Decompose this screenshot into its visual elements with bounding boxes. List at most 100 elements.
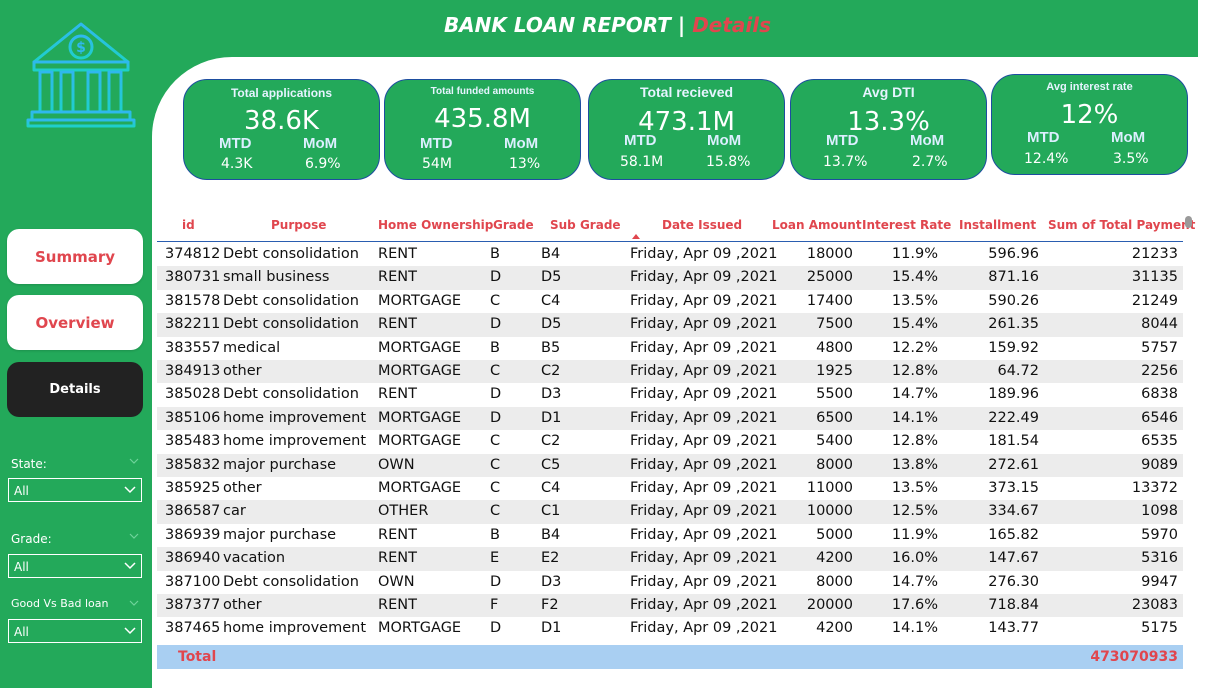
overview-button[interactable]: Overview <box>7 295 143 350</box>
cell-interest-rate: 16.0% <box>891 550 938 567</box>
cell-id: 385028 <box>165 386 221 403</box>
cell-installment: 276.30 <box>988 573 1039 590</box>
kpi-card-total-funded: Total funded amounts 435.8M MTD MoM 54M … <box>384 79 581 180</box>
cell-interest-rate: 14.7% <box>891 386 938 403</box>
table-row[interactable]: 381578 Debt consolidation MORTGAGE C C4 Frida… <box>157 290 1183 313</box>
cell-date-issued: Friday, Apr 09 ,2021 <box>630 363 778 379</box>
cell-sub-grade: D1 <box>541 409 562 426</box>
cell-loan-amount: 4200 <box>816 620 853 637</box>
cell-total-payment: 21233 <box>1131 246 1178 262</box>
cell-interest-rate: 12.2% <box>891 339 938 356</box>
bank-icon: $ <box>26 22 136 128</box>
table-row[interactable]: 384913 other MORTGAGE C C2 Friday, Apr 09 ,20… <box>157 360 1183 384</box>
good-bad-filter-label: Good Vs Bad loan <box>11 597 109 610</box>
table-row[interactable]: 387100 Debt consolidation OWN D D3 Friday, Ap… <box>157 571 1183 594</box>
cell-installment: 871.16 <box>988 269 1039 286</box>
state-dropdown-value: All <box>14 484 29 498</box>
cell-purpose: home improvement <box>223 433 367 450</box>
column-header-date-issued[interactable]: Date Issued <box>662 218 743 232</box>
column-header-purpose[interactable]: Purpose <box>271 218 327 232</box>
kpi-mom-value: 2.7% <box>912 154 948 170</box>
cell-interest-rate: 15.4% <box>891 269 938 286</box>
table-row[interactable]: 374812 Debt consolidation RENT B B4 Friday, A… <box>157 243 1183 266</box>
cell-total-payment: 9947 <box>1141 573 1178 590</box>
column-header-interest-rate[interactable]: Interest Rate <box>862 218 952 232</box>
cell-id: 386940 <box>165 550 221 567</box>
sort-ascending-icon[interactable] <box>632 234 640 239</box>
cell-installment: 147.67 <box>988 550 1039 567</box>
grade-filter-label: Grade: <box>11 532 52 546</box>
cell-home-ownership: RENT <box>378 246 417 262</box>
cell-loan-amount: 25000 <box>806 269 853 286</box>
cell-loan-amount: 4800 <box>816 339 853 356</box>
cell-id: 387377 <box>165 597 221 613</box>
column-header-home-ownership[interactable]: Home Ownership <box>378 218 494 232</box>
chevron-down-icon <box>124 562 136 570</box>
column-header-sub-grade[interactable]: Sub Grade <box>550 218 621 232</box>
column-header-installment[interactable]: Installment <box>959 218 1037 232</box>
cell-sub-grade: C4 <box>541 292 561 309</box>
table-row[interactable]: 385925 other MORTGAGE C C4 Friday, Apr 09 ,20… <box>157 477 1183 500</box>
grade-dropdown[interactable]: All <box>8 554 142 578</box>
chevron-down-icon[interactable] <box>129 531 139 541</box>
table-row[interactable]: 385483 home improvement MORTGAGE C C2 Friday,… <box>157 430 1183 453</box>
table-row[interactable]: 380731 small business RENT D D5 Friday, Apr 0… <box>157 266 1183 290</box>
cell-loan-amount: 10000 <box>806 503 853 520</box>
kpi-mtd-label: MTD <box>219 135 252 152</box>
cell-grade: D <box>490 409 502 426</box>
cell-interest-rate: 14.1% <box>891 409 938 426</box>
table-row[interactable]: 386939 major purchase RENT B B4 Friday, Apr 0… <box>157 524 1183 547</box>
kpi-title: Total recieved <box>639 84 734 100</box>
cell-grade: B <box>490 339 500 356</box>
cell-sub-grade: B4 <box>541 246 561 262</box>
cell-sub-grade: F2 <box>541 597 559 613</box>
cell-grade: C <box>490 292 501 309</box>
cell-installment: 181.54 <box>988 433 1039 450</box>
table-row[interactable]: 387377 other RENT F F2 Friday, Apr 09 ,2021 20… <box>157 594 1183 618</box>
cell-date-issued: Friday, Apr 09 ,2021 <box>630 292 778 309</box>
table-row[interactable]: 386940 vacation RENT E E2 Friday, Apr 09 ,202… <box>157 547 1183 571</box>
cell-home-ownership: RENT <box>378 269 417 286</box>
table-row[interactable]: 385106 home improvement MORTGAGE D D1 Friday,… <box>157 406 1183 431</box>
cell-grade: D <box>490 573 502 590</box>
column-header-loan-amount[interactable]: Loan Amount <box>772 218 862 232</box>
cell-sub-grade: D3 <box>541 386 562 403</box>
cell-home-ownership: RENT <box>378 316 417 333</box>
cell-grade: D <box>490 269 502 286</box>
table-scrollbar[interactable] <box>1185 216 1192 228</box>
chevron-down-icon <box>124 627 136 635</box>
cell-id: 385832 <box>165 456 221 473</box>
cell-total-payment: 5970 <box>1141 526 1178 543</box>
cell-date-issued: Friday, Apr 09 ,2021 <box>630 573 778 590</box>
cell-loan-amount: 6500 <box>816 409 853 426</box>
cell-total-payment: 31135 <box>1131 269 1178 286</box>
kpi-value: 38.6K <box>244 106 319 136</box>
cell-id: 382211 <box>165 316 221 333</box>
cell-sub-grade: D3 <box>541 573 562 590</box>
cell-total-payment: 5316 <box>1141 550 1178 567</box>
table-row[interactable]: 383557 medical MORTGAGE B B5 Friday, Apr 09 ,… <box>157 337 1183 360</box>
state-dropdown[interactable]: All <box>8 478 142 502</box>
summary-button[interactable]: Summary <box>7 229 143 284</box>
cell-interest-rate: 12.8% <box>891 433 938 450</box>
column-header-total-payment[interactable]: Sum of Total Payment <box>1048 218 1196 232</box>
column-header-grade[interactable]: Grade <box>493 218 534 232</box>
cell-home-ownership: MORTGAGE <box>378 339 462 356</box>
good-bad-dropdown[interactable]: All <box>8 619 142 643</box>
cell-sub-grade: B4 <box>541 526 561 543</box>
chevron-down-icon[interactable] <box>129 598 139 608</box>
cell-home-ownership: RENT <box>378 597 417 613</box>
table-row[interactable]: 386587 car OTHER C C1 Friday, Apr 09 ,2021 100… <box>157 500 1183 524</box>
kpi-mtd-value: 54M <box>422 156 452 172</box>
table-row[interactable]: 387465 home improvement MORTGAGE D D1 Friday,… <box>157 617 1183 640</box>
report-title-text: BANK LOAN REPORT <box>443 13 671 37</box>
cell-purpose: home improvement <box>223 409 367 426</box>
table-row[interactable]: 385028 Debt consolidation RENT D D3 Friday, A… <box>157 383 1183 406</box>
cell-interest-rate: 14.7% <box>891 573 938 590</box>
column-header-id[interactable]: id <box>182 218 195 232</box>
cell-home-ownership: MORTGAGE <box>378 480 462 496</box>
table-row[interactable]: 385832 major purchase OWN C C5 Friday, Apr 09… <box>157 453 1183 477</box>
table-row[interactable]: 382211 Debt consolidation RENT D D5 Friday, A… <box>157 313 1183 337</box>
details-button[interactable]: Details <box>7 362 143 417</box>
chevron-down-icon[interactable] <box>129 456 139 466</box>
